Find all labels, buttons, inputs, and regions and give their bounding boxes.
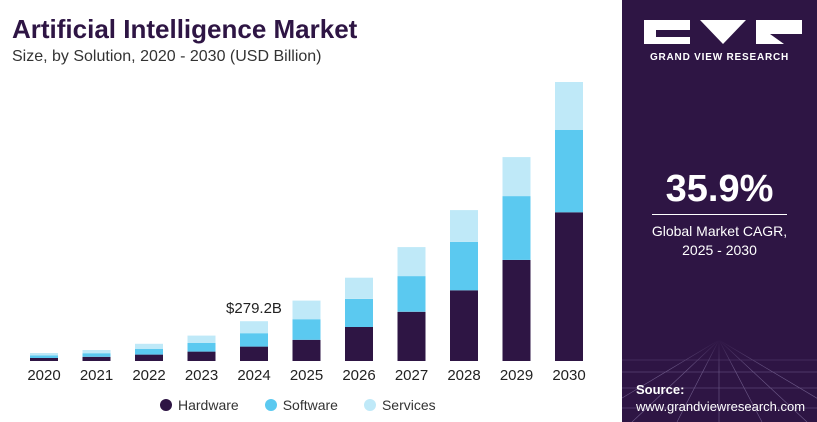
bar-hardware-2027 xyxy=(397,311,426,361)
gvr-logo-icon xyxy=(644,20,802,44)
bar-software-2026 xyxy=(345,299,373,327)
legend-label-services: Services xyxy=(381,397,436,413)
x-tick-label-2021: 2021 xyxy=(80,367,113,384)
x-tick-label-2029: 2029 xyxy=(500,367,533,384)
bar-hardware-2028 xyxy=(450,290,478,361)
annotation-2024: $279.2B xyxy=(226,300,282,317)
cagr-label: Global Market CAGR, 2025 - 2030 xyxy=(622,222,817,260)
info-panel: GRAND VIEW RESEARCH 35.9% Global Market … xyxy=(622,0,817,422)
chart-title: Artificial Intelligence Market xyxy=(12,14,358,44)
legend-label-software: Software xyxy=(282,397,338,413)
grid-decoration xyxy=(622,340,817,422)
legend-item-services: Services xyxy=(363,397,436,413)
bar-hardware-2026 xyxy=(345,327,373,361)
bar-software-2028 xyxy=(450,241,478,291)
chart-subtitle: Size, by Solution, 2020 - 2030 (USD Bill… xyxy=(12,48,322,65)
bar-software-2022 xyxy=(135,348,163,355)
bar-services-2020 xyxy=(30,353,58,356)
source-url: www.grandviewresearch.com xyxy=(636,399,806,414)
bar-services-2030 xyxy=(555,82,583,130)
brand-name: GRAND VIEW RESEARCH xyxy=(649,52,790,63)
bar-services-2029 xyxy=(502,157,531,197)
legend-item-software: Software xyxy=(264,397,338,413)
chart-legend: Hardware Software Services xyxy=(160,396,436,414)
cagr-label-line1: Global Market CAGR, xyxy=(651,223,788,239)
bar-services-2026 xyxy=(345,277,373,299)
x-tick-label-2025: 2025 xyxy=(290,367,323,384)
legend-swatch-software xyxy=(264,399,277,411)
bar-services-2027 xyxy=(397,247,426,277)
bar-services-2028 xyxy=(450,210,478,242)
legend-item-hardware: Hardware xyxy=(160,397,239,413)
x-tick-label-2030: 2030 xyxy=(552,367,585,384)
bar-hardware-2030 xyxy=(555,212,583,361)
x-tick-label-2024: 2024 xyxy=(237,367,270,384)
bar-software-2027 xyxy=(397,276,426,312)
bar-software-2029 xyxy=(502,196,531,260)
bar-software-2030 xyxy=(555,130,583,213)
bar-hardware-2022 xyxy=(135,354,163,361)
x-tick-label-2022: 2022 xyxy=(132,367,165,384)
bar-services-2022 xyxy=(135,343,163,349)
bar-services-2024 xyxy=(240,321,268,334)
legend-label-hardware: Hardware xyxy=(178,397,239,413)
bar-software-2020 xyxy=(30,355,58,358)
cagr-value: 35.9% xyxy=(665,168,774,210)
x-tick-label-2020: 2020 xyxy=(27,367,60,384)
x-tick-label-2026: 2026 xyxy=(342,367,375,384)
x-tick-label-2028: 2028 xyxy=(447,367,480,384)
bar-services-2023 xyxy=(187,335,216,343)
bar-services-2021 xyxy=(82,350,111,354)
cagr-divider xyxy=(652,214,787,215)
cagr-label-line2: 2025 - 2030 xyxy=(682,242,757,258)
bar-software-2023 xyxy=(187,343,216,352)
legend-swatch-hardware xyxy=(160,399,172,411)
bar-software-2021 xyxy=(82,353,111,357)
bar-hardware-2021 xyxy=(82,356,111,361)
bar-services-2025 xyxy=(292,300,321,320)
source-label: Source: xyxy=(636,382,685,397)
bar-software-2025 xyxy=(292,319,321,340)
x-tick-label-2023: 2023 xyxy=(185,367,218,384)
bar-hardware-2024 xyxy=(240,346,268,361)
bar-chart: 2020 2021 2022 2023 2024 $279.2B 2025 2026 2027 2… xyxy=(27,82,586,384)
x-tick-label-2027: 2027 xyxy=(395,367,428,384)
bar-hardware-2020 xyxy=(30,358,58,361)
bar-software-2024 xyxy=(240,333,268,347)
bar-hardware-2023 xyxy=(187,351,216,361)
legend-swatch-services xyxy=(363,399,376,411)
bar-hardware-2025 xyxy=(292,339,321,361)
bar-hardware-2029 xyxy=(502,259,531,361)
